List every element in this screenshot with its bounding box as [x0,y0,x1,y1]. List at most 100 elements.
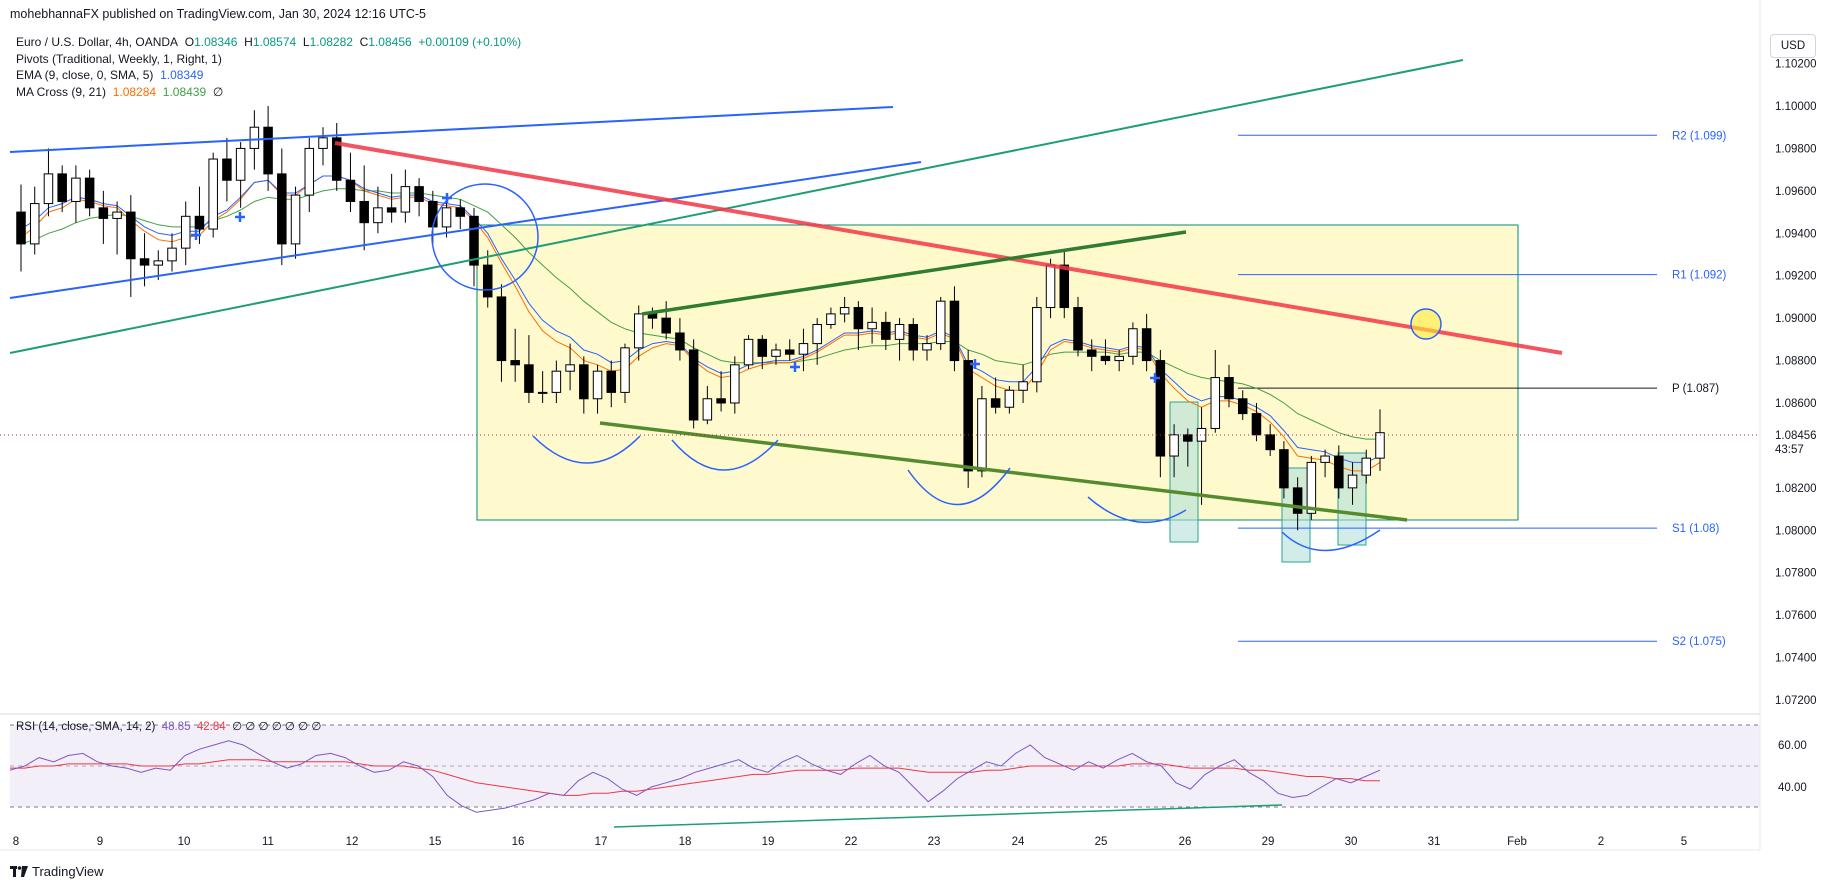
symbol-title[interactable]: Euro / U.S. Dollar, 4h, OANDA [16,35,179,49]
candle-body [373,207,383,224]
candle-body [208,158,218,230]
candle-body [71,177,81,202]
candle-body [633,313,644,349]
rsi-legend[interactable]: RSI (14, close, SMA, 14, 2) 48.85 42.84 … [16,719,321,733]
target-circle[interactable] [1410,308,1442,340]
price-axis[interactable]: 1.10200 1.10000 1.09800 1.09600 1.09400 1.092… [1775,59,1817,707]
lower-channel-line[interactable] [9,161,922,299]
candle-body [688,349,699,421]
candle-body [1210,377,1221,429]
candle-body [331,137,342,181]
macross-legend[interactable]: MA Cross (9, 21) 1.08284 1.08439 ∅ [16,84,521,101]
low-label: L [302,35,310,49]
pivot-label-s2: S2 (1.075) [1672,636,1726,648]
ma-slow-line [20,188,1380,440]
candle-body [1251,413,1262,436]
rsi-divergence-line[interactable] [613,804,1283,828]
candle-body [318,137,328,149]
time-tick: 26 [1179,836,1192,848]
macross-extra: ∅ [212,84,224,99]
pivots-legend[interactable]: Pivots (Traditional, Weekly, 1, Right, 1… [16,51,222,66]
trend-drawings [9,59,1563,552]
candle-body [908,324,919,351]
candle-body [730,364,740,404]
price-tick: 1.08000 [1775,525,1817,537]
time-tick: 5 [1681,836,1687,848]
candle-body [1183,434,1193,442]
pivot-label-r2: R2 (1.099) [1672,130,1727,142]
time-tick: 2 [1598,836,1604,848]
bar-countdown: 43:57 [1775,444,1804,456]
pivot-label-p: P (1.087) [1672,383,1719,395]
arc-2[interactable] [671,439,779,471]
candle-body [1279,449,1289,489]
open-label: O [184,35,195,49]
candle-body [1196,427,1207,442]
rsi-pane[interactable]: 60.00 40.00 [9,724,1807,828]
candle-body [153,260,164,266]
candle-body [235,147,246,181]
candle-body [277,173,287,245]
price-tick: 1.08600 [1775,398,1817,410]
symbol-row[interactable]: Euro / U.S. Dollar, 4h, OANDA O1.08346 H… [16,34,521,51]
candle-body [771,349,781,357]
candle-body [180,215,191,249]
candle-body [222,158,232,181]
candle-body [1128,328,1138,357]
price-tick: 1.08200 [1775,483,1817,495]
close-label: C [359,35,369,49]
time-axis[interactable]: 8 9 10 11 12 15 16 17 18 19 22 23 24 25 26 29 30 31 Feb 2 5 [13,836,1687,848]
candle-body [894,324,905,340]
upper-wedge-line[interactable] [641,230,1187,316]
pivot-label-s1: S1 (1.08) [1672,523,1719,535]
currency-selector[interactable]: USD [1770,34,1816,58]
arc-1[interactable] [532,435,641,464]
candle-body [1004,389,1015,408]
breakdown-circle[interactable] [431,183,539,291]
arc-3[interactable] [907,467,1011,506]
candle-body [702,398,713,421]
rsi-sma-line [10,759,1380,796]
time-tick: 23 [928,836,941,848]
candle-body [126,211,136,260]
last-price-label: 1.08456 [1775,430,1817,442]
red-downtrend-line[interactable] [334,141,1563,355]
candle-body [977,398,987,472]
candle-body [249,126,260,149]
candle-body [16,211,26,245]
candle-body [441,207,452,228]
tradingview-logo[interactable]: TradingView [10,864,104,879]
macross-slow-value: 1.08439 [162,84,207,99]
arc-4[interactable] [1087,496,1187,523]
ema-legend[interactable]: EMA (9, close, 0, SMA, 5) 1.08349 [16,67,521,84]
upper-channel-line[interactable] [9,106,894,153]
candle-body [922,343,932,351]
candle-body [963,360,973,472]
candle-body [867,321,877,330]
candle-body [1237,398,1248,415]
candle-body [524,364,534,393]
candle-body [455,207,466,217]
highlight-box-1[interactable] [1169,401,1199,543]
candle-body [661,317,671,334]
high-value: 1.08574 [252,35,297,49]
candle-body [1292,487,1303,514]
arc-5[interactable] [1281,529,1381,552]
candle-body [1059,264,1070,309]
candlestick-series [16,106,1385,531]
candle-body [839,307,850,315]
rsi-tick-60: 60.00 [1778,740,1807,752]
lower-wedge-line[interactable] [599,421,1408,522]
moving-averages [20,175,1381,472]
candle-body [1155,360,1166,457]
candle-body [606,370,617,393]
candle-body [1375,432,1385,459]
candle-body [716,398,726,404]
candle-body [1114,355,1124,362]
price-tick: 1.08800 [1775,356,1817,368]
long-trend-line[interactable] [9,59,1464,354]
price-tick: 1.07600 [1775,610,1817,622]
candle-body [194,215,205,230]
candle-body [675,332,685,351]
